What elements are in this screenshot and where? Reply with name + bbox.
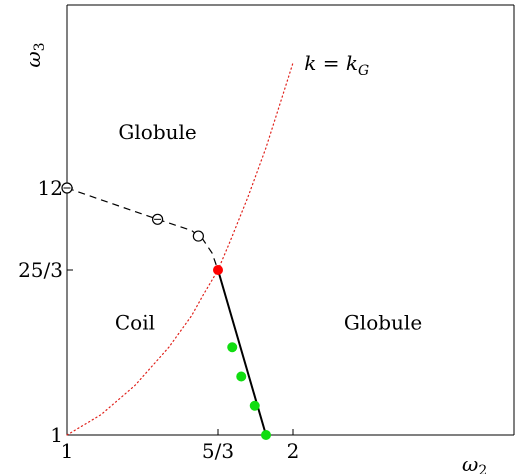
y-axis-label: ω3 <box>21 42 48 67</box>
x-tick-label-2: 2 <box>287 439 300 463</box>
data-point-4 <box>227 342 238 353</box>
data-point-0 <box>213 265 223 275</box>
region-label-1: Coil <box>115 310 155 334</box>
curve-label-k-kg: k = kG <box>304 51 369 79</box>
data-point-7 <box>260 430 271 440</box>
data-point-6 <box>249 400 260 411</box>
series-line-1 <box>66 187 219 271</box>
x-tick-label-1: 5/3 <box>202 439 234 463</box>
x-tick-label-0: 1 <box>61 439 74 463</box>
series-line-0 <box>66 62 294 436</box>
region-label-2: Globule <box>344 310 422 334</box>
x-axis-label: ω2 <box>462 452 487 474</box>
y-tick-label-2: 12 <box>38 176 63 200</box>
y-tick-label-1: 25/3 <box>18 258 63 282</box>
data-point-3 <box>192 230 204 242</box>
series-line-2 <box>217 269 267 436</box>
region-label-0: Globule <box>118 120 196 144</box>
data-point-5 <box>236 371 247 382</box>
y-tick-label-0: 1 <box>50 423 63 447</box>
